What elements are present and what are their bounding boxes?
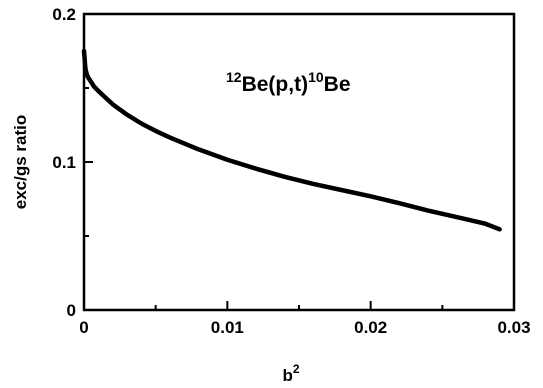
x-tick-label: 0.02 — [354, 318, 387, 337]
x-tick-label: 0.01 — [211, 318, 244, 337]
x-axis-title-sup: 2 — [293, 362, 300, 376]
y-axis-title: exc/gs ratio — [11, 115, 30, 210]
annotation-mass-1: 12 — [226, 69, 242, 85]
annotation-mass-2: 10 — [308, 69, 324, 85]
tick-labels-layer: 0 0.01 0.02 0.03 0 0.1 0.2 — [52, 5, 530, 337]
y-tick-label: 0.1 — [52, 153, 76, 172]
series-line — [81, 48, 502, 232]
ticks-layer — [83, 13, 515, 311]
annotation-tail: Be — [324, 73, 351, 96]
y-tick-label: 0.2 — [52, 5, 76, 24]
x-axis-title: b2 — [282, 362, 299, 385]
x-tick-label: 0 — [79, 318, 88, 337]
y-tick-label: 0 — [67, 301, 76, 320]
x-axis-title-base: b — [282, 366, 292, 385]
plot-frame — [82, 12, 516, 312]
annotation-core: Be(p,t) — [242, 73, 309, 96]
series-layer — [81, 48, 502, 232]
reaction-annotation: 12Be(p,t)10Be — [226, 69, 351, 96]
x-tick-label: 0.03 — [497, 318, 530, 337]
